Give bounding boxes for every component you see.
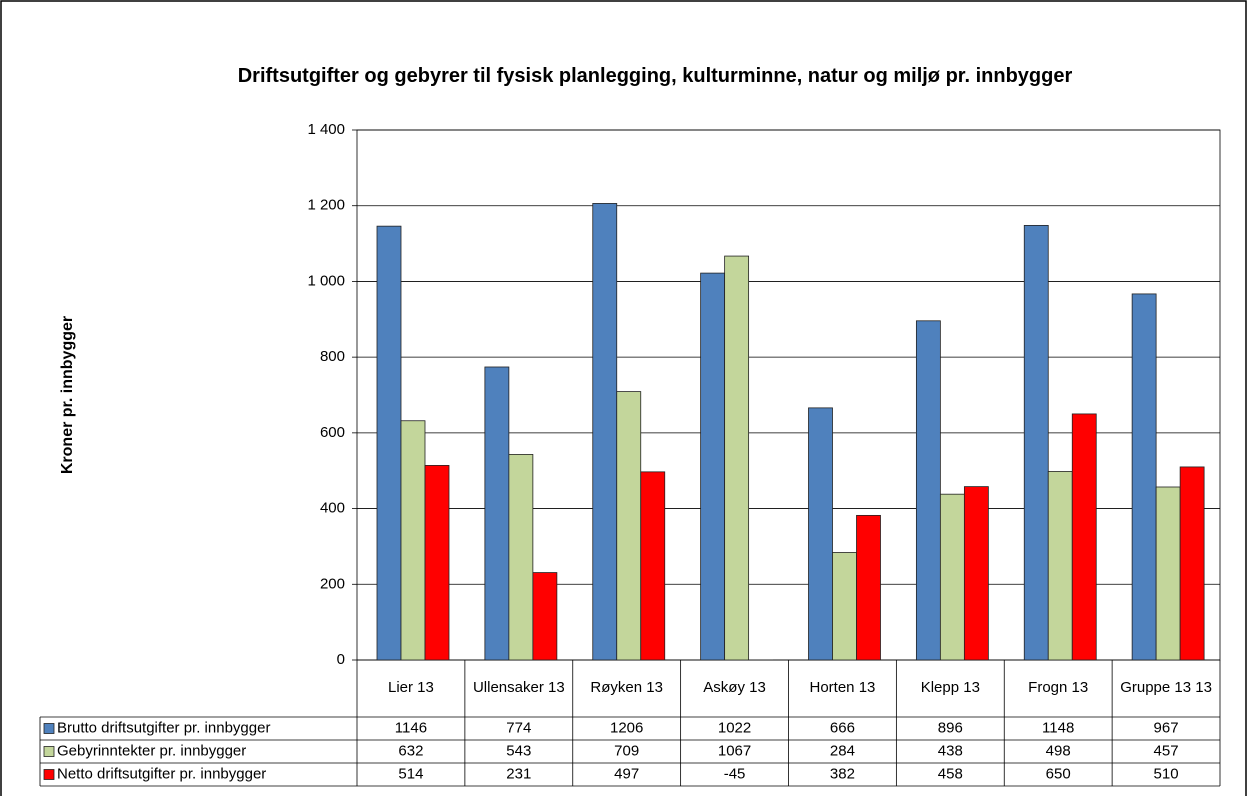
table-value: 709 — [614, 742, 639, 759]
bar — [376, 225, 402, 660]
x-tick-label: Røyken 13 — [590, 679, 663, 696]
table-value: 967 — [1154, 719, 1179, 736]
bar — [508, 454, 534, 660]
bar — [808, 407, 833, 660]
bar — [640, 471, 666, 660]
x-tick-label: Askøy 13 — [703, 679, 766, 696]
table-value: 1148 — [1042, 719, 1074, 736]
x-tick-label: Frogn 13 — [1028, 679, 1088, 696]
table-value: 284 — [830, 742, 855, 759]
table-value: 514 — [398, 765, 423, 782]
table-value: 497 — [614, 765, 639, 782]
bar — [616, 391, 642, 660]
table-value: 650 — [1046, 765, 1071, 782]
table-value: 774 — [506, 719, 531, 736]
legend-swatch — [43, 723, 55, 734]
bar — [484, 366, 510, 660]
legend-label: Netto driftsutgifter pr. innbygger — [57, 765, 266, 782]
legend-swatch — [43, 769, 55, 780]
bar — [748, 659, 774, 660]
y-tick-label: 200 — [320, 575, 345, 592]
bar — [532, 572, 558, 660]
bar — [724, 255, 750, 660]
x-tick-label: Ullensaker 13 — [473, 679, 565, 696]
table-value: 1067 — [718, 742, 751, 759]
y-tick-label: 800 — [320, 348, 345, 365]
legend-swatch — [43, 746, 55, 757]
x-tick-label: Lier 13 — [388, 679, 434, 696]
bar — [832, 552, 857, 660]
table-value: 510 — [1154, 765, 1179, 782]
y-tick-label: 600 — [320, 424, 345, 441]
bar — [1047, 471, 1073, 660]
legend-label: Brutto driftsutgifter pr. innbygger — [57, 719, 270, 736]
bar — [400, 420, 426, 660]
bar — [1131, 293, 1157, 660]
table-value: 1206 — [610, 719, 643, 736]
table-value: 666 — [830, 719, 855, 736]
x-tick-label: Klepp 13 — [921, 679, 980, 696]
y-tick-label: 400 — [320, 500, 345, 517]
table-value: 382 — [830, 765, 855, 782]
table-value: 498 — [1046, 742, 1071, 759]
x-tick-label: Gruppe 13 13 — [1120, 679, 1212, 696]
table-value: 896 — [938, 719, 963, 736]
y-tick-label: 0 — [337, 651, 345, 668]
bar — [700, 272, 726, 660]
bar — [939, 493, 965, 660]
bar — [1155, 486, 1181, 660]
table-value: -45 — [724, 765, 746, 782]
legend-label: Gebyrinntekter pr. innbygger — [57, 742, 246, 759]
bar — [1023, 224, 1049, 660]
bar — [1071, 413, 1097, 660]
bar — [856, 514, 881, 660]
y-tick-label: 1 000 — [307, 272, 345, 289]
bar — [1179, 466, 1205, 660]
table-value: 438 — [938, 742, 963, 759]
x-tick-label: Horten 13 — [810, 679, 876, 696]
chart-title: Driftsutgifter og gebyrer til fysisk pla… — [237, 65, 1073, 87]
table-value: 1146 — [395, 719, 427, 736]
y-tick-label: 1 200 — [307, 197, 345, 214]
y-axis-label: Kroner pr. innbygger — [59, 316, 76, 474]
bars — [376, 203, 1205, 660]
bar — [592, 203, 618, 660]
table-value: 543 — [506, 742, 531, 759]
y-tick-label: 1 400 — [307, 121, 345, 138]
table-value: 231 — [506, 765, 531, 782]
table-value: 458 — [938, 765, 963, 782]
bar — [915, 320, 941, 660]
table-value: 632 — [398, 742, 423, 759]
table-value: 1022 — [718, 719, 751, 736]
bar — [424, 465, 450, 660]
bar — [963, 486, 989, 660]
table-value: 457 — [1154, 742, 1179, 759]
